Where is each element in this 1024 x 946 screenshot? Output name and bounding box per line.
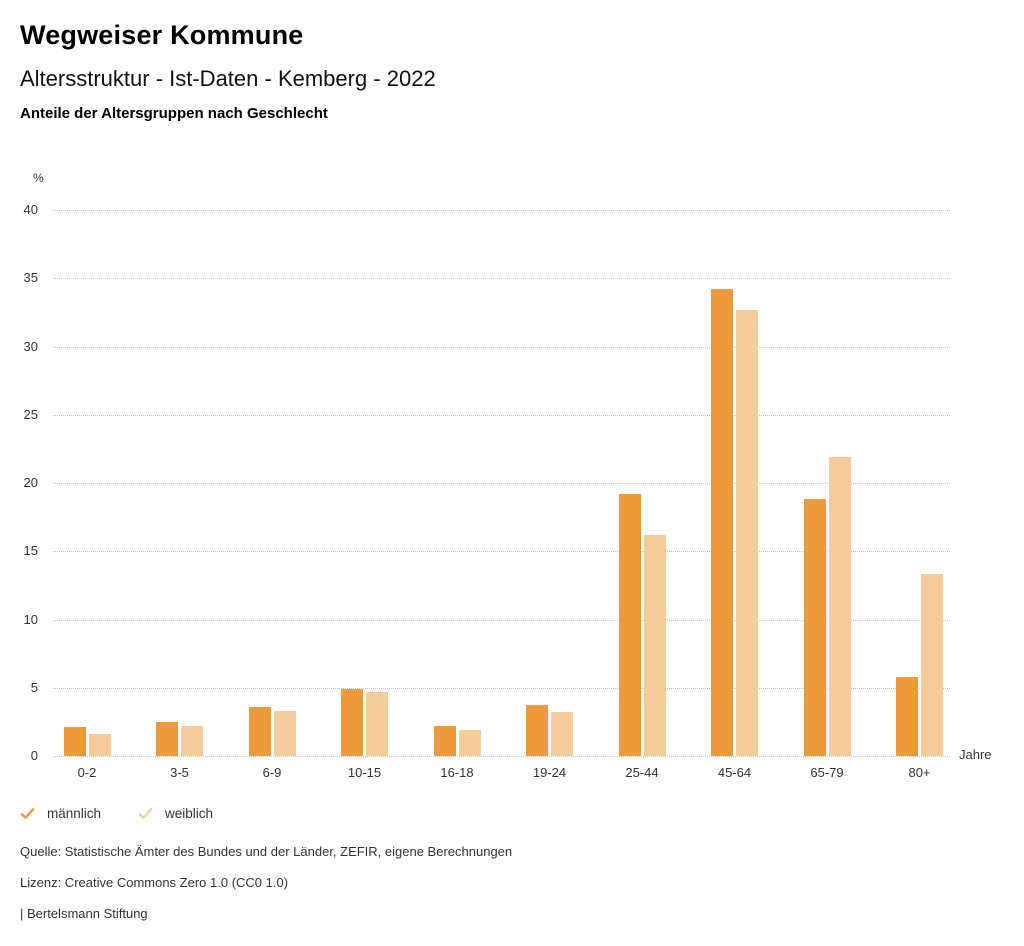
legend-item-maennlich[interactable]: männlich bbox=[20, 803, 101, 823]
bar-weiblich-80+[interactable] bbox=[921, 574, 943, 756]
bar-weiblich-45-64[interactable] bbox=[736, 309, 758, 756]
x-tick-label-45-64: 45-64 bbox=[717, 765, 752, 780]
bar-weiblich-19-24[interactable] bbox=[551, 712, 573, 756]
gridline-35 bbox=[53, 278, 950, 280]
x-tick-label-19-24: 19-24 bbox=[532, 765, 567, 780]
y-tick-label-25: 25 bbox=[23, 406, 38, 422]
x-tick-label-6-9: 6-9 bbox=[262, 765, 282, 780]
check-icon bbox=[20, 807, 35, 820]
bar-männlich-45-64[interactable] bbox=[711, 289, 733, 756]
check-icon bbox=[138, 807, 153, 820]
bar-männlich-6-9[interactable] bbox=[248, 706, 271, 756]
y-tick-label-35: 35 bbox=[23, 270, 38, 286]
legend-label: männlich bbox=[47, 805, 102, 821]
gridline-25 bbox=[53, 414, 950, 416]
bar-weiblich-65-79[interactable] bbox=[828, 457, 851, 756]
bar-männlich-80+[interactable] bbox=[896, 676, 918, 756]
bar-weiblich-25-44[interactable] bbox=[643, 534, 666, 756]
page-title: Wegweiser Kommune bbox=[20, 20, 304, 50]
y-tick-label-40: 40 bbox=[23, 202, 38, 217]
gridline-30 bbox=[53, 346, 950, 348]
gridline-0 bbox=[53, 756, 950, 757]
bar-männlich-0-2[interactable] bbox=[63, 727, 86, 756]
gridline-15 bbox=[53, 551, 950, 553]
gridline-5 bbox=[53, 687, 950, 689]
gridline-40 bbox=[53, 210, 950, 211]
y-tick-label-10: 10 bbox=[23, 611, 38, 627]
chart-caption: Anteile der Altersgruppen nach Geschlech… bbox=[20, 105, 328, 122]
x-axis-unit-label: Jahre bbox=[959, 747, 992, 762]
y-tick-label-15: 15 bbox=[23, 543, 38, 559]
chart-plot-area bbox=[53, 210, 950, 757]
bar-weiblich-0-2[interactable] bbox=[88, 734, 111, 756]
x-tick-label-65-79: 65-79 bbox=[810, 765, 844, 780]
legend-item-weiblich[interactable]: weiblich bbox=[138, 803, 213, 823]
legend-label: weiblich bbox=[165, 805, 214, 821]
bar-weiblich-6-9[interactable] bbox=[273, 710, 296, 756]
bar-weiblich-3-5[interactable] bbox=[181, 725, 203, 756]
x-tick-label-25-44: 25-44 bbox=[625, 765, 659, 780]
y-tick-label-20: 20 bbox=[23, 475, 38, 490]
y-tick-label-5: 5 bbox=[30, 679, 38, 695]
attribution-text: | Bertelsmann Stiftung bbox=[20, 906, 148, 921]
license-text: Lizenz: Creative Commons Zero 1.0 (CC0 1… bbox=[20, 875, 289, 890]
bar-männlich-10-15[interactable] bbox=[341, 689, 363, 756]
bar-weiblich-10-15[interactable] bbox=[366, 691, 388, 756]
x-tick-label-0-2: 0-2 bbox=[77, 765, 97, 780]
bar-männlich-65-79[interactable] bbox=[803, 499, 826, 756]
bar-männlich-3-5[interactable] bbox=[156, 721, 178, 756]
bar-weiblich-16-18[interactable] bbox=[458, 730, 481, 756]
y-axis-unit-label: % bbox=[33, 171, 44, 185]
source-text: Quelle: Statistische Ämter des Bundes un… bbox=[20, 844, 513, 859]
y-tick-label-0: 0 bbox=[30, 748, 38, 763]
gridline-10 bbox=[53, 619, 950, 621]
x-tick-label-10-15: 10-15 bbox=[347, 765, 382, 780]
x-tick-label-80+: 80+ bbox=[908, 765, 931, 780]
x-tick-label-3-5: 3-5 bbox=[170, 765, 189, 780]
y-tick-label-30: 30 bbox=[23, 338, 38, 354]
bar-männlich-19-24[interactable] bbox=[526, 705, 548, 756]
bar-männlich-25-44[interactable] bbox=[618, 493, 641, 756]
x-tick-label-16-18: 16-18 bbox=[440, 765, 474, 780]
bar-männlich-16-18[interactable] bbox=[433, 725, 456, 756]
gridline-20 bbox=[53, 483, 950, 484]
chart-subtitle: Altersstruktur - Ist-Daten - Kemberg - 2… bbox=[20, 66, 436, 91]
